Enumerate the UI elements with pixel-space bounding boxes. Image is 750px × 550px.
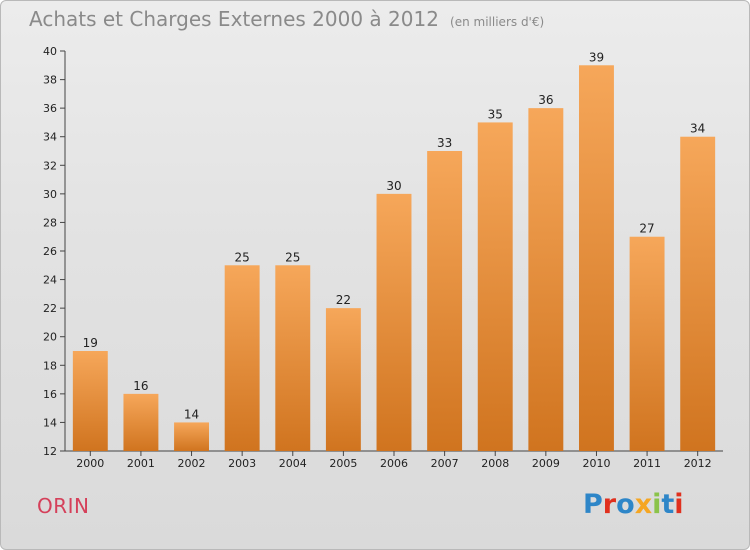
- value-label-2007: 33: [437, 136, 452, 150]
- chart-title-main: Achats et Charges Externes 2000 à 2012: [29, 7, 439, 31]
- chart-title: Achats et Charges Externes 2000 à 2012 (…: [29, 7, 544, 31]
- bar-2007: [427, 151, 463, 451]
- value-label-2000: 19: [83, 336, 98, 350]
- value-label-2012: 34: [690, 122, 705, 136]
- x-tick-label-2006: 2006: [380, 457, 408, 470]
- y-tick-label: 14: [43, 416, 57, 429]
- bar-2003: [224, 265, 260, 451]
- value-label-2002: 14: [184, 407, 199, 421]
- bar-2009: [528, 108, 564, 452]
- value-label-2010: 39: [589, 50, 604, 64]
- x-tick-label-2007: 2007: [431, 457, 459, 470]
- bar-2000: [72, 351, 108, 451]
- logo-letter: i: [652, 489, 662, 520]
- logo-letter: x: [634, 489, 653, 520]
- x-tick-label-2000: 2000: [76, 457, 104, 470]
- x-tick-label-2003: 2003: [228, 457, 256, 470]
- logo-letter: r: [602, 489, 617, 520]
- bar-2001: [123, 393, 159, 451]
- x-tick-label-2012: 2012: [684, 457, 712, 470]
- y-tick-label: 22: [43, 302, 57, 315]
- y-tick-label: 26: [43, 245, 57, 258]
- proxiti-logo: Proxiti: [583, 489, 684, 520]
- value-label-2004: 25: [285, 250, 300, 264]
- y-tick-label: 36: [43, 102, 57, 115]
- chart-title-unit: (en milliers d'€): [450, 15, 545, 29]
- value-label-2011: 27: [639, 222, 654, 236]
- value-label-2009: 36: [538, 93, 553, 107]
- value-label-2005: 22: [336, 293, 351, 307]
- value-labels: 19 16 14 25 25 22 30 33 35 36 39 27 34: [83, 50, 706, 421]
- x-tick-label-2009: 2009: [532, 457, 560, 470]
- logo-letter: t: [661, 489, 675, 520]
- x-tick-label-2001: 2001: [127, 457, 155, 470]
- y-tick-label: 16: [43, 388, 57, 401]
- x-tick-label-2004: 2004: [279, 457, 307, 470]
- y-tick-label: 34: [43, 131, 57, 144]
- bar-2008: [477, 122, 513, 451]
- y-tick-label: 30: [43, 188, 57, 201]
- bar-2012: [680, 136, 716, 451]
- y-tick-label: 28: [43, 216, 57, 229]
- y-axis: 12 14 16 18 20 22 24 26 28 30 32 34 36 38 40: [43, 45, 66, 458]
- bars: [72, 65, 716, 452]
- commune-name: ORIN: [37, 494, 90, 518]
- x-tick-label-2005: 2005: [329, 457, 357, 470]
- y-tick-label: 24: [43, 274, 57, 287]
- bar-2011: [629, 236, 665, 451]
- value-label-2001: 16: [133, 379, 148, 393]
- logo-letter: o: [616, 489, 635, 520]
- y-tick-label: 20: [43, 331, 57, 344]
- logo-letter: i: [674, 489, 684, 520]
- y-tick-label: 32: [43, 159, 57, 172]
- x-tick-label-2008: 2008: [481, 457, 509, 470]
- bar-2006: [376, 193, 412, 451]
- logo-letter: P: [583, 489, 603, 520]
- value-label-2003: 25: [235, 250, 250, 264]
- bar-2004: [275, 265, 311, 451]
- bar-2002: [174, 422, 210, 451]
- y-tick-label: 40: [43, 45, 57, 58]
- x-tick-label-2002: 2002: [178, 457, 206, 470]
- value-label-2008: 35: [488, 107, 503, 121]
- bar-2010: [578, 65, 614, 452]
- x-tick-label-2010: 2010: [582, 457, 610, 470]
- y-tick-label: 12: [43, 445, 57, 458]
- value-label-2006: 30: [386, 179, 401, 193]
- y-tick-label: 38: [43, 74, 57, 87]
- x-axis: 2000 2001 2002 2003 2004 2005 2006 2007 2008 2009…: [65, 450, 723, 470]
- bar-2005: [325, 308, 361, 451]
- x-tick-label-2011: 2011: [633, 457, 661, 470]
- y-tick-label: 18: [43, 359, 57, 372]
